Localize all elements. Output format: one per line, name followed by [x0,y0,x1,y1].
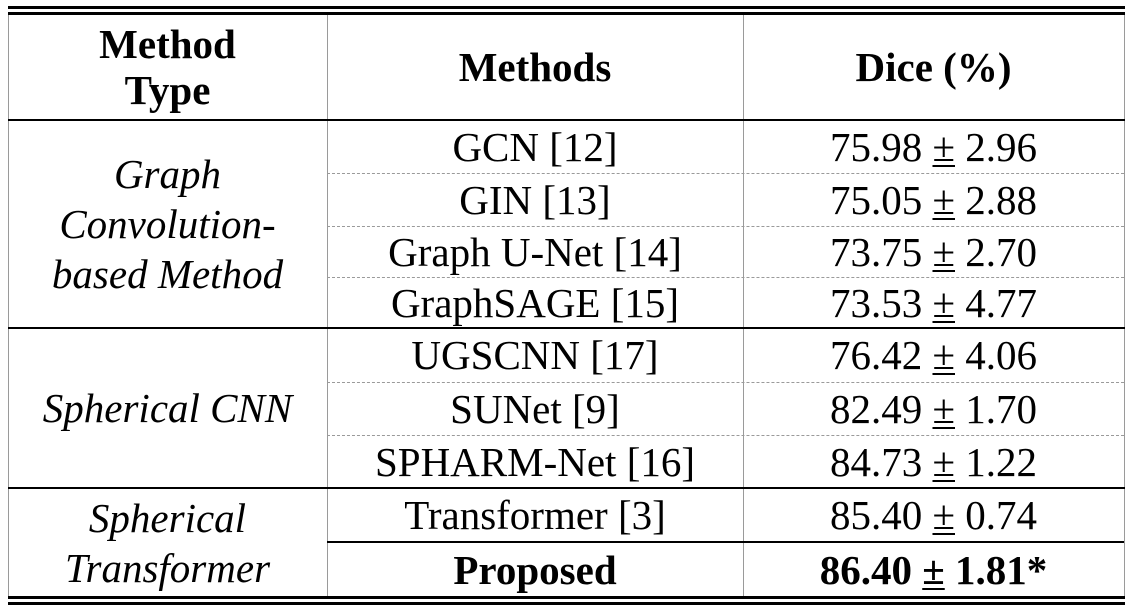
table-bottom-rule-inner [8,596,1125,599]
group-rule [8,487,1125,489]
header-method-type-line2: Type [124,67,211,113]
dice-cell: 82.49 ± 1.70 [743,383,1124,435]
dice-mean: 73.75 [829,229,923,275]
dice-std: 1.70 [965,386,1037,432]
dice-cell: 75.05 ± 2.88 [743,174,1124,226]
dice-cell-proposed: 86.40 ± 1.81* [743,543,1124,596]
group-type-line: Convolution- [59,201,276,247]
method-cell: GIN [13] [459,177,611,223]
group-type-line: based Method [51,251,284,297]
group-type-line: Spherical CNN [42,385,293,431]
group-type-spherical-cnn: Spherical CNN [8,329,327,487]
plus-minus-symbol: ± [922,546,945,593]
dice-std: 2.96 [965,124,1037,170]
header-dice: Dice (%) [855,44,1012,90]
column-divider-2 [743,15,744,596]
table-bottom-rule [8,602,1125,605]
dice-mean: 82.49 [829,386,923,432]
group-type-line: Spherical [88,494,247,541]
column-divider-1 [327,15,328,596]
dice-cell: 76.42 ± 4.06 [743,329,1124,381]
header-rule [8,119,1125,121]
dice-cell: 75.98 ± 2.96 [743,121,1124,173]
group-type-spherical-transformer: Spherical Transformer [8,489,327,596]
plus-minus-symbol: ± [932,332,955,378]
dice-mean: 75.05 [829,177,923,223]
row-divider [327,277,1124,278]
plus-minus-symbol: ± [932,279,955,326]
dice-cell: 84.73 ± 1.22 [743,436,1124,487]
row-divider [327,382,1124,383]
dice-cell: 73.53 ± 4.77 [743,278,1124,327]
dice-mean: 85.40 [829,491,923,538]
dice-std: 4.77 [965,279,1037,326]
dice-mean: 86.40 [819,546,912,593]
plus-minus-symbol: ± [932,491,955,538]
method-cell: GCN [12] [452,124,618,170]
dice-std: 1.22 [965,438,1037,485]
method-cell: Graph U-Net [14] [388,229,682,275]
group-type-line: Graph [113,151,222,197]
dice-std: 2.88 [965,177,1037,223]
method-cell-proposed: Proposed [453,546,617,593]
header-method-type-line1: Method [99,21,236,67]
plus-minus-symbol: ± [932,386,955,432]
method-cell: Transformer [3] [404,491,666,538]
header-method-type: Method Type [8,15,327,119]
group-rule [8,327,1125,329]
method-cell: SUNet [9] [450,386,620,432]
header-methods: Methods [458,44,612,90]
plus-minus-symbol: ± [932,124,955,170]
plus-minus-symbol: ± [932,229,955,275]
dice-mean: 73.53 [829,279,923,326]
method-cell: UGSCNN [17] [411,332,659,378]
method-cell: SPHARM-Net [16] [374,438,696,485]
table-left-border [8,15,9,596]
method-cell: GraphSAGE [15] [390,279,680,326]
dice-std: 4.06 [965,332,1037,378]
plus-minus-symbol: ± [932,438,955,485]
dice-mean: 76.42 [829,332,923,378]
table-top-rule [8,6,1125,9]
dice-cell: 73.75 ± 2.70 [743,227,1124,277]
dice-std: 0.74 [965,491,1037,538]
dice-cell: 85.40 ± 0.74 [743,489,1124,540]
dice-mean: 84.73 [829,438,923,485]
dice-std: 1.81* [955,546,1048,593]
dice-std: 2.70 [965,229,1037,275]
row-divider [327,435,1124,436]
group-type-line: Transformer [64,544,271,591]
table-right-border [1124,15,1125,596]
row-divider [327,226,1124,227]
plus-minus-symbol: ± [932,177,955,223]
row-divider [327,173,1124,174]
results-table: Method Type Methods Dice (%) Graph Convo… [8,6,1125,607]
proposed-row-rule [327,541,1124,543]
table-top-rule-inner [8,12,1125,15]
dice-mean: 75.98 [829,124,923,170]
group-type-graph-convolution: Graph Convolution- based Method [8,121,327,327]
